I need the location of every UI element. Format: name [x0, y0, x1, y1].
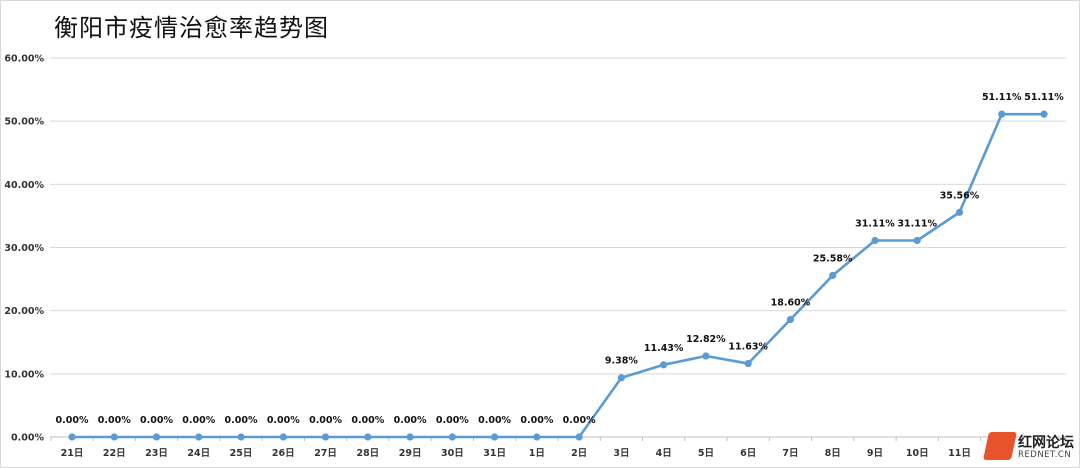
x-tick-label: 2日 [571, 448, 587, 459]
x-tick-label: 8日 [825, 448, 841, 459]
x-tick-label: 22日 [103, 448, 126, 459]
x-tick-label: 11日 [948, 448, 971, 459]
data-point [448, 433, 456, 441]
data-label: 11.43% [644, 343, 684, 354]
data-point [575, 433, 583, 441]
y-tick-label: 20.00% [4, 306, 44, 317]
data-label: 51.11% [1024, 92, 1064, 103]
data-label: 12.82% [686, 334, 726, 345]
data-label: 0.00% [520, 415, 553, 426]
data-point [195, 433, 203, 441]
data-label: 31.11% [855, 218, 895, 229]
watermark-cn: 红网论坛 [1018, 435, 1074, 451]
x-tick-label: 3日 [613, 448, 629, 459]
watermark-en: REDNET.CN [1018, 450, 1072, 460]
x-tick-label: 30日 [441, 448, 464, 459]
x-tick-label: 29日 [399, 448, 422, 459]
data-point [829, 271, 837, 280]
y-tick-label: 60.00% [4, 54, 44, 65]
data-point [998, 110, 1006, 118]
data-point [744, 359, 752, 368]
data-point [871, 236, 879, 245]
x-tick-label: 4日 [656, 448, 672, 459]
data-point [913, 236, 921, 245]
data-label: 0.00% [98, 415, 131, 426]
data-point [533, 433, 541, 441]
data-label: 0.00% [267, 415, 300, 426]
data-label: 0.00% [478, 415, 511, 426]
data-point [152, 433, 161, 441]
data-point [1040, 110, 1048, 118]
x-tick-label: 10日 [906, 448, 929, 459]
data-label: 0.00% [394, 415, 427, 426]
data-label: 0.00% [225, 415, 258, 426]
data-label: 25.58% [813, 253, 853, 264]
data-point [955, 208, 964, 216]
data-point [491, 433, 499, 441]
x-tick-label: 21日 [61, 448, 84, 459]
data-label: 9.38% [605, 356, 638, 367]
y-tick-label: 0.00% [11, 433, 44, 444]
x-tick-label: 25日 [230, 448, 253, 459]
x-tick-label: 7日 [782, 448, 798, 459]
data-point [68, 433, 76, 441]
data-point [702, 352, 710, 360]
y-tick-label: 50.00% [4, 117, 44, 128]
data-point [110, 433, 118, 441]
data-label: 0.00% [56, 415, 89, 426]
x-tick-label: 9日 [867, 448, 883, 459]
x-tick-label: 26日 [272, 448, 295, 459]
rednet-logo-icon [983, 432, 1017, 460]
data-point [279, 433, 287, 441]
x-tick-label: 1日 [529, 448, 545, 459]
x-tick-label: 31日 [483, 448, 506, 459]
x-tick-label: 27日 [314, 448, 337, 459]
watermark: 红网论坛 REDNET.CN [983, 430, 1080, 468]
y-tick-label: 40.00% [4, 180, 44, 191]
x-tick-label: 23日 [145, 448, 168, 459]
data-label: 11.63% [728, 342, 768, 353]
data-point [786, 315, 795, 324]
data-point [617, 374, 625, 382]
data-point [237, 433, 245, 441]
data-label: 0.00% [140, 415, 173, 426]
data-label: 0.00% [436, 415, 469, 426]
data-point [406, 433, 414, 441]
data-label: 31.11% [897, 218, 937, 229]
data-label: 0.00% [182, 415, 215, 426]
x-tick-label: 5日 [698, 448, 714, 459]
series-line [72, 112, 1044, 439]
data-label: 0.00% [563, 415, 596, 426]
data-label: 0.00% [309, 415, 342, 426]
x-tick-label: 24日 [187, 448, 210, 459]
data-label: 18.60% [771, 298, 811, 309]
data-label: 51.11% [982, 92, 1022, 103]
y-tick-label: 30.00% [4, 243, 44, 254]
x-tick-label: 28日 [356, 448, 379, 459]
chart-title: 衡阳市疫情治愈率趋势图 [54, 14, 329, 42]
x-tick-label: 6日 [740, 448, 756, 459]
data-label: 0.00% [351, 415, 384, 426]
data-point [660, 361, 668, 369]
data-point [321, 433, 330, 441]
y-tick-label: 10.00% [4, 369, 44, 380]
data-point [364, 433, 372, 441]
data-label: 35.56% [940, 190, 980, 201]
